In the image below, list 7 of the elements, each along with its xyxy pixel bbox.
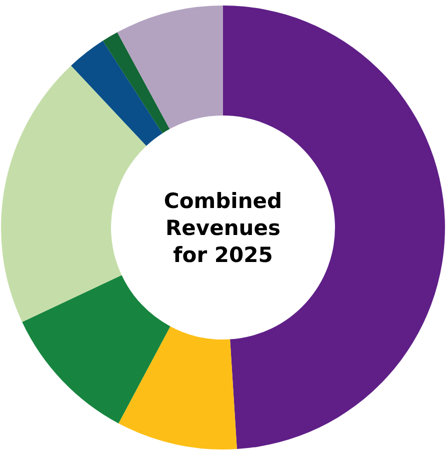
donut-slice: [71, 40, 162, 146]
donut-slice: [102, 32, 170, 134]
donut-slice: [117, 6, 223, 130]
donut-slice: [118, 326, 237, 450]
donut-slice: [22, 275, 170, 424]
donut-slice: [1, 66, 146, 322]
text: Combined Revenues for 2025: [164, 189, 282, 267]
